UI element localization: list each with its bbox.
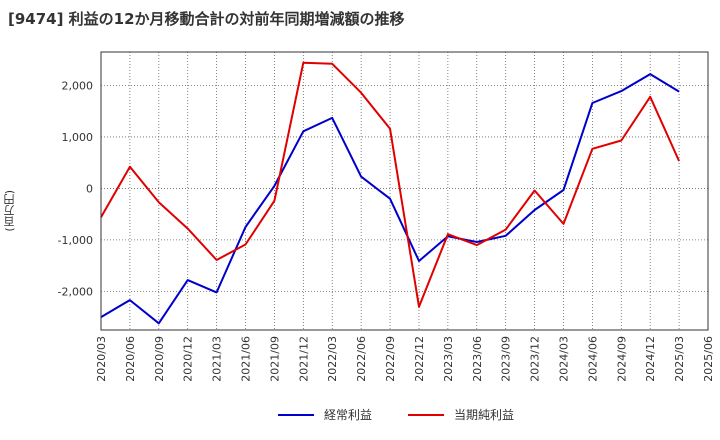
x-tick-label: 2023/12 xyxy=(529,336,542,382)
x-tick-label: 2022/06 xyxy=(355,336,368,382)
chart-title: [9474] 利益の12か月移動合計の対前年同期増減額の推移 xyxy=(8,10,405,28)
x-tick-label: 2024/03 xyxy=(557,336,570,382)
legend-swatch-red xyxy=(408,413,444,416)
grid-lines xyxy=(101,52,708,330)
x-tick-label: 2023/03 xyxy=(442,336,455,382)
legend-item-ordinary-profit: 経常利益 xyxy=(278,406,372,423)
x-tick-labels: 2020/03 2020/06 2020/09 2020/12 2021/03 2021/… xyxy=(95,336,715,382)
x-tick-label: 2023/09 xyxy=(500,336,513,382)
legend-swatch-blue xyxy=(278,413,314,416)
x-tick-label: 2021/12 xyxy=(297,336,310,382)
x-tick-label: 2020/03 xyxy=(95,336,108,382)
x-tick-label: 2021/06 xyxy=(240,336,253,382)
x-tick-label: 2020/06 xyxy=(124,336,137,382)
y-tick-label: -1,000 xyxy=(58,234,93,247)
x-tick-label: 2024/12 xyxy=(644,336,657,382)
y-tick-labels: 2,000 1,000 0 -1,000 -2,000 xyxy=(58,79,93,298)
x-tick-label: 2022/03 xyxy=(326,336,339,382)
y-tick-label: 2,000 xyxy=(62,79,94,92)
x-tick-label: 2020/09 xyxy=(153,336,166,382)
series-line-0 xyxy=(100,73,680,325)
x-tick-label: 2022/12 xyxy=(413,336,426,382)
series-line-1 xyxy=(100,61,681,308)
x-tick-label: 2025/03 xyxy=(673,336,686,382)
x-tick-label: 2021/09 xyxy=(268,336,281,382)
legend-item-net-profit: 当期純利益 xyxy=(408,406,514,423)
series-lines xyxy=(100,61,681,325)
x-tick-label: 2021/03 xyxy=(211,336,224,382)
plot-border xyxy=(100,51,709,331)
x-tick-label: 2024/09 xyxy=(615,336,628,382)
x-tick-label: 2023/06 xyxy=(471,336,484,382)
x-tick-label: 2024/06 xyxy=(586,336,599,382)
y-tick-label: -2,000 xyxy=(58,285,93,298)
y-tick-label: 0 xyxy=(86,182,93,195)
legend-label: 当期純利益 xyxy=(454,408,515,422)
plot-area xyxy=(101,52,708,330)
x-tick-label: 2022/09 xyxy=(384,336,397,382)
x-tick-label: 2025/06 xyxy=(702,336,715,382)
legend-label: 経常利益 xyxy=(324,408,373,422)
y-tick-label: 1,000 xyxy=(62,131,94,144)
x-tick-label: 2020/12 xyxy=(182,336,195,382)
legend: 経常利益 当期純利益 xyxy=(0,406,720,428)
